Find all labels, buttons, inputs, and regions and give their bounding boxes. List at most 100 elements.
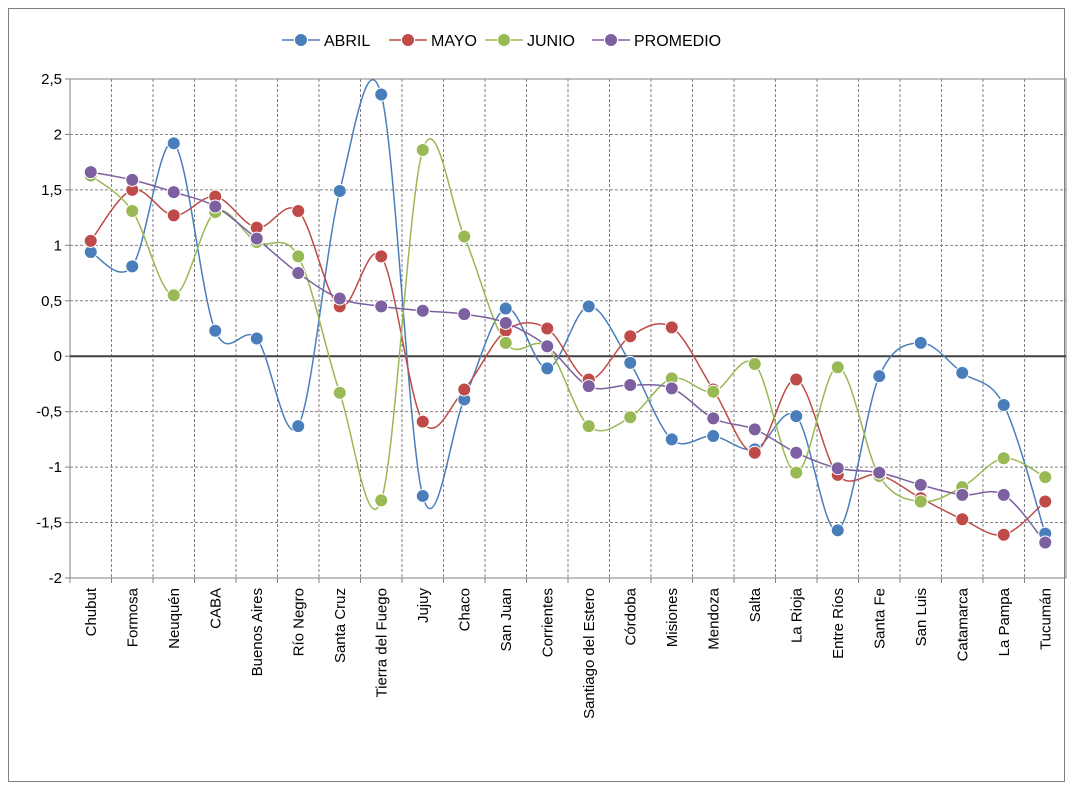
data-point-promedio (498, 315, 513, 330)
data-point-promedio (913, 477, 928, 492)
x-tick-label: Río Negro (290, 588, 307, 656)
legend-label-junio: JUNIO (527, 33, 575, 50)
data-point-promedio (374, 299, 389, 314)
data-point-promedio (249, 231, 264, 246)
x-tick-label: Neuquén (166, 588, 183, 649)
y-tick-label: -1,5 (36, 515, 62, 532)
data-point-mayo (415, 414, 430, 429)
data-point-abril (581, 299, 596, 314)
data-point-junio (166, 288, 181, 303)
data-point-promedio (581, 379, 596, 394)
data-point-abril (498, 301, 513, 316)
data-point-promedio (789, 445, 804, 460)
data-point-mayo (1038, 494, 1053, 509)
data-point-junio (291, 249, 306, 264)
legend: ABRIL MAYO JUNIO PROMEDIO (282, 33, 721, 50)
y-tick-label: -0,5 (36, 404, 62, 421)
data-point-junio (913, 494, 928, 509)
x-tick-label: Córdoba (622, 587, 639, 645)
data-point-junio (830, 360, 845, 375)
y-axis: -2 -1,5 -1 -0,5 0 0,5 1 1,5 2 2,5 (36, 71, 70, 587)
data-point-promedio (208, 199, 223, 214)
x-tick-label: Jujuy (415, 588, 432, 624)
x-tick-label: Buenos Aires (249, 588, 266, 676)
data-point-promedio (125, 172, 140, 187)
chart-frame (8, 8, 1065, 782)
x-tick-label: Salta (747, 587, 764, 622)
series-points (83, 87, 1053, 550)
x-tick-label: Mendoza (705, 587, 722, 649)
data-point-promedio (83, 165, 98, 180)
data-point-abril (291, 419, 306, 434)
x-tick-label: Tierra del Fuego (373, 588, 390, 698)
data-point-abril (249, 331, 264, 346)
legend-label-mayo: MAYO (431, 33, 477, 50)
data-point-abril (623, 355, 638, 370)
x-tick-label: CABA (207, 588, 224, 629)
data-point-junio (498, 335, 513, 350)
x-tick-label: Chubut (83, 587, 100, 636)
data-point-mayo (374, 249, 389, 264)
data-point-mayo (540, 321, 555, 336)
data-point-junio (706, 384, 721, 399)
data-point-mayo (996, 527, 1011, 542)
data-point-abril (913, 335, 928, 350)
x-tick-label: Misiones (664, 588, 681, 647)
data-point-abril (332, 183, 347, 198)
data-point-abril (789, 409, 804, 424)
data-point-promedio (623, 378, 638, 393)
x-tick-label: La Rioja (788, 587, 805, 643)
data-point-junio (623, 410, 638, 425)
x-tick-label: Entre Ríos (830, 588, 847, 659)
data-point-promedio (664, 381, 679, 396)
data-point-junio (996, 451, 1011, 466)
data-point-abril (415, 488, 430, 503)
data-point-abril (374, 87, 389, 102)
x-tick-label: Santa Cruz (332, 588, 349, 663)
data-point-promedio (872, 465, 887, 480)
x-axis: Chubut Formosa Neuquén CABA Buenos Aires Río … (69, 578, 1054, 719)
x-tick-label: Formosa (124, 587, 141, 647)
gridlines (70, 79, 1066, 578)
data-point-abril (955, 365, 970, 380)
data-point-mayo (955, 512, 970, 527)
legend-marker-promedio (604, 33, 618, 47)
legend-label-abril: ABRIL (324, 33, 370, 50)
data-point-promedio (747, 422, 762, 437)
data-point-junio (125, 203, 140, 218)
legend-marker-junio (497, 33, 511, 47)
data-point-abril (540, 361, 555, 376)
data-point-junio (1038, 470, 1053, 485)
data-point-promedio (540, 339, 555, 354)
data-point-abril (166, 136, 181, 151)
y-tick-label: 1,5 (41, 182, 62, 199)
x-tick-label: Corrientes (539, 588, 556, 657)
data-point-junio (332, 385, 347, 400)
data-point-mayo (291, 203, 306, 218)
data-point-promedio (332, 291, 347, 306)
data-point-promedio (457, 307, 472, 322)
data-point-mayo (83, 233, 98, 248)
data-point-promedio (830, 461, 845, 476)
data-point-junio (789, 465, 804, 480)
data-point-abril (996, 398, 1011, 413)
data-point-promedio (415, 303, 430, 318)
x-tick-label: Santa Fe (871, 588, 888, 649)
y-tick-label: 0 (54, 348, 62, 365)
x-tick-label: Catamarca (954, 587, 971, 661)
legend-marker-abril (294, 33, 308, 47)
x-tick-label: Chaco (456, 588, 473, 631)
data-point-junio (747, 356, 762, 371)
data-point-mayo (623, 329, 638, 344)
y-tick-label: -1 (49, 459, 62, 476)
y-tick-label: 0,5 (41, 293, 62, 310)
y-tick-label: 1 (54, 237, 62, 254)
data-point-promedio (706, 411, 721, 426)
data-point-promedio (291, 266, 306, 281)
data-point-abril (706, 429, 721, 444)
series-line-abril (90, 78, 1046, 534)
y-tick-label: 2,5 (41, 71, 62, 88)
data-point-abril (830, 523, 845, 538)
y-tick-label: -2 (49, 570, 62, 587)
data-point-mayo (664, 320, 679, 335)
